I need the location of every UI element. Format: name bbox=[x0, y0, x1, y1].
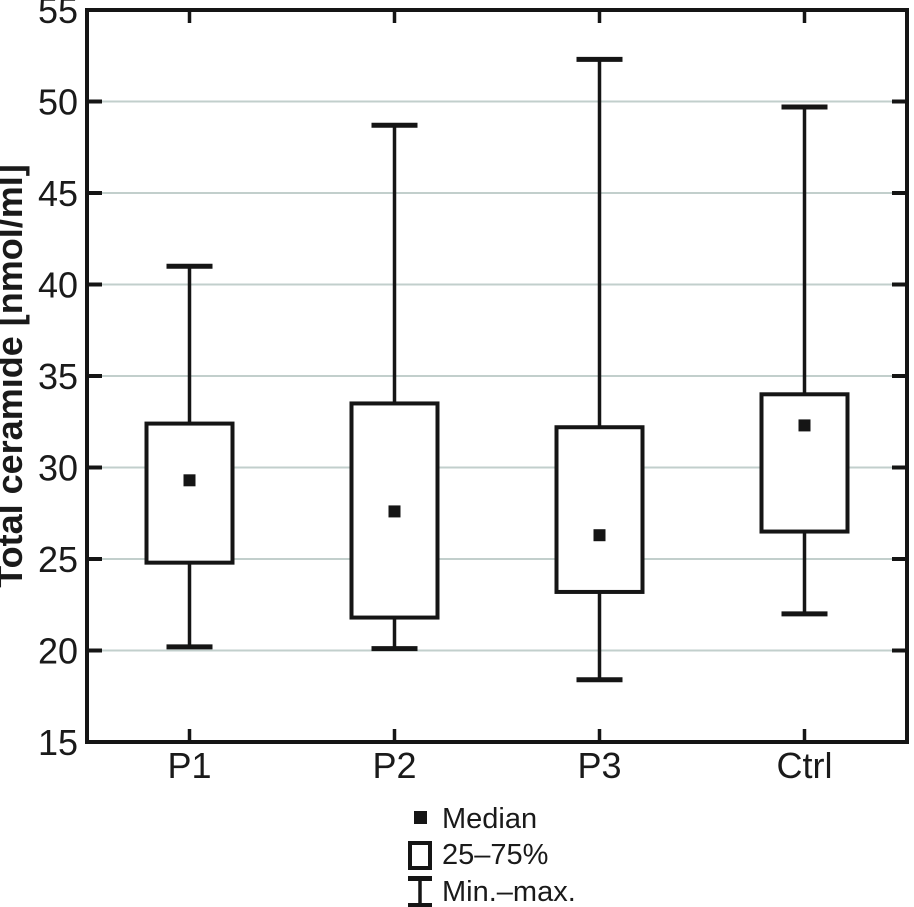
x-category-label-P2: P2 bbox=[372, 745, 416, 786]
median-marker-Ctrl bbox=[798, 419, 811, 432]
y-tick-label-20: 20 bbox=[38, 631, 78, 672]
legend-item-median: Median bbox=[401, 803, 576, 836]
median-square-icon bbox=[413, 811, 427, 824]
iqr-box-Ctrl bbox=[759, 392, 850, 534]
legend-label-iqr: 25–75% bbox=[442, 839, 549, 871]
median-marker-P3 bbox=[593, 529, 606, 542]
y-tick-label-25: 25 bbox=[38, 539, 78, 580]
x-category-label-P3: P3 bbox=[577, 745, 621, 786]
y-tick-label-35: 35 bbox=[38, 356, 78, 397]
min-max-whisker-icon bbox=[408, 876, 432, 907]
x-category-label-Ctrl: Ctrl bbox=[777, 745, 833, 786]
iqr-box-P3 bbox=[554, 425, 645, 594]
iqr-box-icon bbox=[408, 841, 432, 870]
x-category-label-P1: P1 bbox=[167, 745, 211, 786]
y-tick-label-30: 30 bbox=[38, 448, 78, 489]
y-tick-label-15: 15 bbox=[38, 722, 78, 763]
legend-label-median: Median bbox=[442, 803, 538, 835]
legend-item-minmax: Min.–max. bbox=[401, 875, 576, 907]
y-tick-label-45: 45 bbox=[38, 173, 78, 214]
legend-label-minmax: Min.–max. bbox=[442, 875, 576, 907]
iqr-box-P1 bbox=[144, 421, 235, 565]
y-axis-title: Total ceramide [nmol/ml] bbox=[0, 164, 30, 587]
y-tick-label-40: 40 bbox=[38, 265, 78, 306]
median-marker-P2 bbox=[388, 505, 401, 518]
median-marker-P1 bbox=[183, 474, 196, 487]
chart-legend: Median 25–75% Min.–max. bbox=[401, 803, 576, 907]
y-tick-label-50: 50 bbox=[38, 82, 78, 123]
y-tick-label-55: 55 bbox=[38, 0, 78, 31]
boxplot-chart: 55 50 45 40 35 30 25 20 15 P1 P2 P3 Ctrl Total cerami… bbox=[0, 0, 909, 786]
legend-item-iqr: 25–75% bbox=[401, 839, 576, 872]
